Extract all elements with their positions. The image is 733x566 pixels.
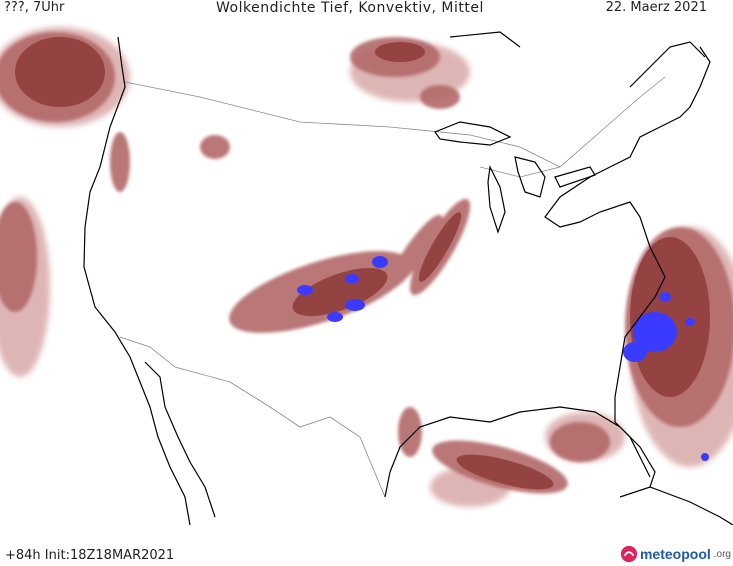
location-time-label: ???, 7Uhr — [4, 0, 65, 15]
brand-suffix: .org — [713, 548, 731, 560]
cloud-dense-layer — [15, 37, 710, 490]
convective-layer — [297, 256, 709, 461]
run-info: +84h Init:18Z18MAR2021 — [5, 548, 175, 563]
map-title: Wolkendichte Tief, Konvektiv, Mittel — [216, 0, 484, 16]
forecast-date: 22. Maerz 2021 — [605, 0, 707, 15]
brand-name: meteopool — [639, 546, 711, 562]
weather-map — [0, 27, 733, 525]
coastlines — [83, 31, 733, 525]
meteopool-icon — [620, 545, 638, 563]
brand-logo: meteopool .org — [620, 545, 731, 563]
